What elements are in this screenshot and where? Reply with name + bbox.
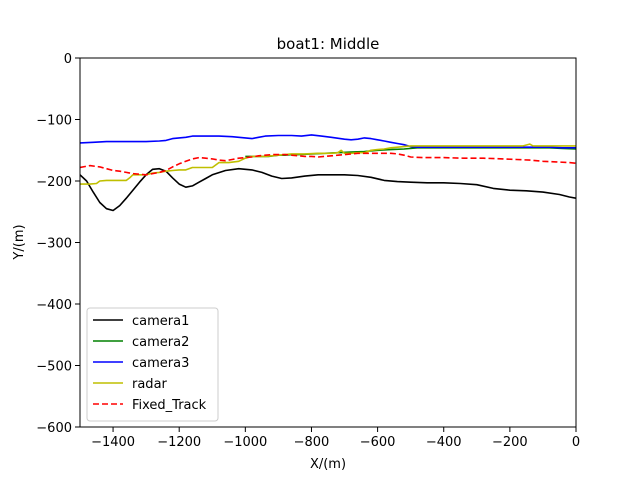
x-axis: −1400 −1200 −1000 −800 −600 −400 −200 0 <box>91 427 580 450</box>
legend-label: camera3 <box>132 356 189 371</box>
x-tick-label: −200 <box>492 435 528 450</box>
plot-area <box>80 134 576 212</box>
y-tick-label: 0 <box>64 52 72 67</box>
x-tick-label: −400 <box>426 435 462 450</box>
y-tick-label: −100 <box>36 114 72 129</box>
y-axis: 0 −100 −200 −300 −400 −500 −600 <box>36 52 80 436</box>
y-tick-label: −200 <box>36 175 72 190</box>
x-axis-label: X/(m) <box>310 457 346 472</box>
y-tick-label: −500 <box>36 360 72 375</box>
y-tick-label: −400 <box>36 298 72 313</box>
legend-label: camera2 <box>132 335 189 350</box>
series-line-camera3 <box>80 134 576 149</box>
y-axis-label: Y/(m) <box>12 224 27 260</box>
x-tick-label: −1000 <box>223 435 267 450</box>
legend: camera1 camera2 camera3 radar Fixed_Track <box>86 307 219 422</box>
x-tick-label: −800 <box>294 435 330 450</box>
x-tick-label: −1200 <box>157 435 201 450</box>
legend-label: radar <box>132 377 168 392</box>
legend-label: camera1 <box>132 314 189 329</box>
x-tick-label: −600 <box>360 435 396 450</box>
series-line-camera1 <box>80 167 576 212</box>
y-tick-label: −300 <box>36 237 72 252</box>
legend-box <box>86 307 219 422</box>
plot-frame <box>79 57 577 428</box>
y-tick-label: −600 <box>36 421 72 436</box>
x-tick-label: −1400 <box>91 435 135 450</box>
series-line-fixed-track <box>80 152 576 176</box>
x-tick-label: 0 <box>572 435 580 450</box>
legend-label: Fixed_Track <box>132 398 207 413</box>
chart-title: boat1: Middle <box>277 35 380 53</box>
